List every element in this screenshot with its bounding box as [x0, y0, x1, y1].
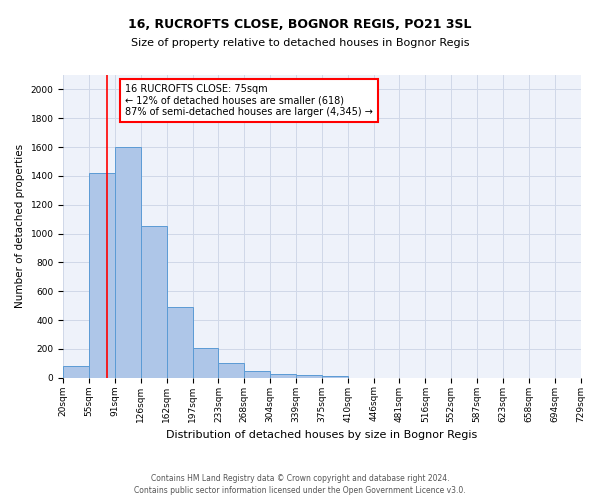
Text: Contains HM Land Registry data © Crown copyright and database right 2024.
Contai: Contains HM Land Registry data © Crown c…: [134, 474, 466, 495]
Bar: [167, 307, 193, 378]
Bar: [244, 371, 270, 378]
Text: 16, RUCROFTS CLOSE, BOGNOR REGIS, PO21 3SL: 16, RUCROFTS CLOSE, BOGNOR REGIS, PO21 3…: [128, 18, 472, 30]
X-axis label: Distribution of detached houses by size in Bognor Regis: Distribution of detached houses by size …: [166, 430, 478, 440]
Bar: [322, 376, 348, 378]
Bar: [296, 376, 322, 378]
Bar: [89, 173, 115, 378]
Text: 16 RUCROFTS CLOSE: 75sqm
← 12% of detached houses are smaller (618)
87% of semi-: 16 RUCROFTS CLOSE: 75sqm ← 12% of detach…: [125, 84, 373, 117]
Bar: [270, 374, 296, 378]
Bar: [218, 362, 244, 378]
Bar: [115, 147, 141, 378]
Bar: [63, 366, 89, 378]
Text: Size of property relative to detached houses in Bognor Regis: Size of property relative to detached ho…: [131, 38, 469, 48]
Bar: [141, 226, 167, 378]
Y-axis label: Number of detached properties: Number of detached properties: [15, 144, 25, 308]
Bar: [193, 348, 218, 378]
